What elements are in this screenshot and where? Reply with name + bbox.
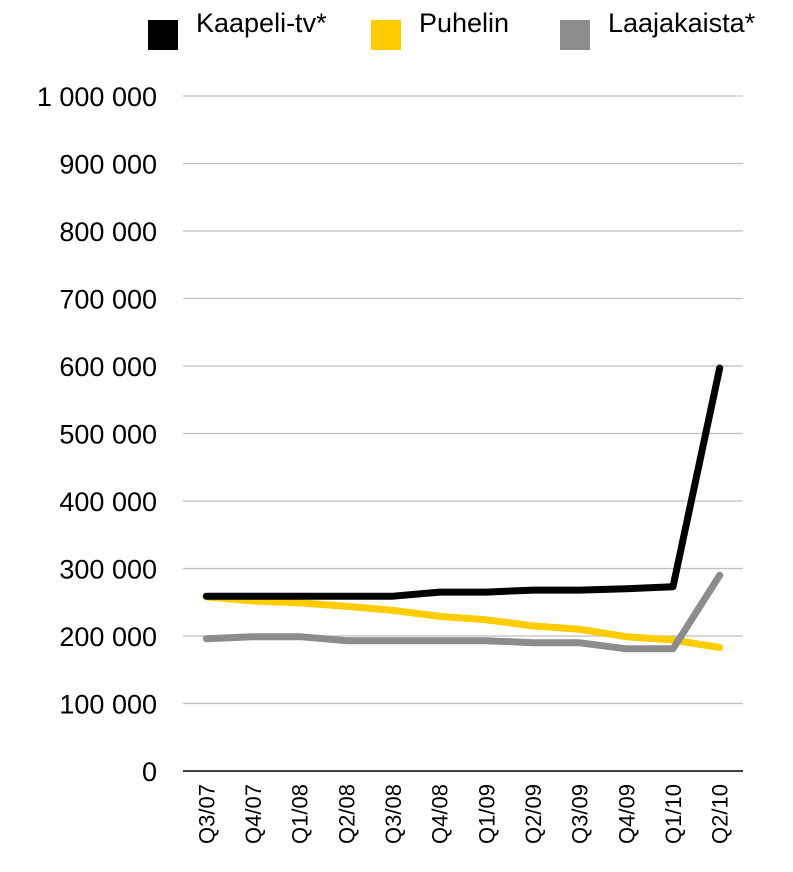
x-tick-label: Q2/10 [708,784,733,844]
legend-item-laajakaista: Laajakaista* [560,0,755,50]
legend-label-puhelin: Puhelin [419,8,510,38]
legend-label-kaapeli-tv: Kaapeli-tv* [196,8,327,38]
legend-swatch-laajakaista [560,20,590,50]
series-lines [202,364,724,653]
x-tick-label: Q3/09 [568,784,593,844]
y-axis: 0 100 000 200 000 300 000 400 000 500 000 600 … [37,82,157,787]
y-tick-label: 800 000 [59,217,157,247]
legend-label-laajakaista: Laajakaista* [608,8,756,38]
x-axis: Q3/07 Q4/07 Q1/08 Q2/08 Q3/08 Q4/08 Q1/09 Q2/09… [194,784,732,844]
x-tick-label: Q4/07 [241,784,266,844]
y-tick-label: 0 [142,757,157,787]
y-tick-label: 400 000 [59,487,157,517]
y-tick-label: 900 000 [59,150,157,180]
x-tick-label: Q4/08 [428,784,453,844]
legend-swatch-puhelin [371,20,401,50]
x-tick-label: Q2/09 [521,784,546,844]
x-tick-label: Q1/09 [474,784,499,844]
x-tick-label: Q4/09 [614,784,639,844]
legend-item-puhelin: Puhelin [371,0,509,50]
x-tick-label: Q3/07 [194,784,219,844]
y-tick-label: 300 000 [59,555,157,585]
y-tick-label: 1 000 000 [37,82,157,112]
x-tick-label: Q3/08 [381,784,406,844]
y-tick-label: 100 000 [59,690,157,720]
series-line-laajakaista [202,571,724,653]
series-line-puhelin [202,593,724,651]
chart-legend: Kaapeli-tv* Puhelin Laajakaista* [0,0,793,60]
y-tick-label: 600 000 [59,352,157,382]
legend-swatch-kaapeli-tv [148,20,178,50]
x-tick-label: Q1/10 [661,784,686,844]
gridlines [183,95,743,772]
series-line-kaapeli-tv [202,364,724,600]
x-tick-label: Q1/08 [288,784,313,844]
y-tick-label: 700 000 [59,285,157,315]
x-tick-label: Q2/08 [334,784,359,844]
legend-item-kaapeli-tv: Kaapeli-tv* [148,0,327,50]
y-tick-label: 200 000 [59,622,157,652]
y-tick-label: 500 000 [59,420,157,450]
